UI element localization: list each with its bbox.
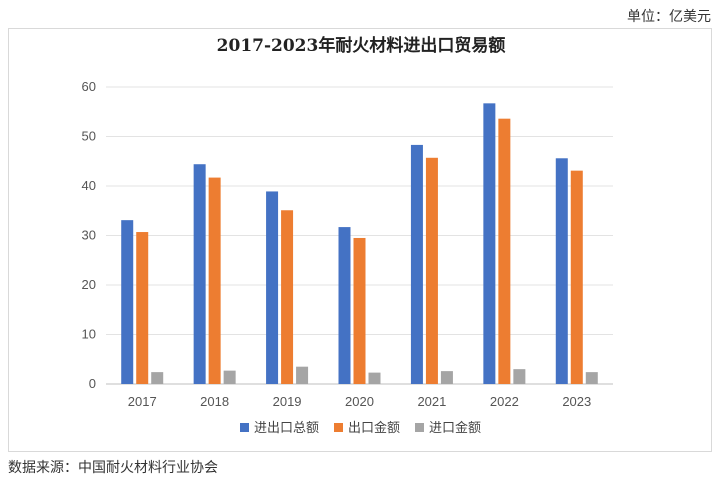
bar-export <box>281 210 294 384</box>
legend-label: 进口金额 <box>429 420 481 436</box>
legend-label: 出口金额 <box>348 420 400 436</box>
bar-export <box>353 237 366 384</box>
bar-import <box>513 369 526 384</box>
x-tick-label: 2019 <box>273 394 302 409</box>
legend-swatch <box>240 423 249 432</box>
x-axis: 2017 2018 2019 2020 2021 2022 2023 <box>128 394 591 409</box>
y-tick-label: 50 <box>82 129 96 144</box>
bars <box>121 103 598 385</box>
x-tick-label: 2023 <box>562 394 591 409</box>
x-tick-label: 2017 <box>128 394 157 409</box>
bar-import <box>368 372 381 384</box>
y-tick-label: 30 <box>82 228 96 243</box>
chart-container: 2017-2023年耐火材料进出口贸易额 0 10 20 30 40 50 60 2017 2… <box>8 28 712 452</box>
bar-export <box>570 170 583 384</box>
bar-import <box>223 370 236 384</box>
bar-total <box>410 144 423 384</box>
y-tick-label: 0 <box>89 376 96 391</box>
legend-label: 进出口总额 <box>254 421 319 436</box>
legend-swatch <box>415 423 424 432</box>
bar-total <box>338 227 351 384</box>
unit-label: 单位：亿美元 <box>627 9 711 25</box>
bar-import <box>585 372 598 384</box>
x-tick-label: 2020 <box>345 394 374 409</box>
x-tick-label: 2022 <box>490 394 519 409</box>
legend: 进出口总额 出口金额 进口金额 <box>240 420 481 436</box>
y-tick-label: 20 <box>82 277 96 292</box>
bar-export <box>498 118 511 385</box>
bar-total <box>193 164 206 384</box>
bar-import <box>440 371 453 384</box>
bar-import <box>151 372 164 384</box>
bar-total <box>555 158 568 384</box>
y-tick-label: 10 <box>82 327 96 342</box>
bar-total <box>121 220 134 384</box>
y-tick-label: 60 <box>82 79 96 94</box>
source-note: 数据来源：中国耐火材料行业协会 <box>8 460 218 476</box>
bar-export <box>208 177 221 384</box>
bar-export <box>425 157 438 384</box>
chart-title: 2017-2023年耐火材料进出口贸易额 <box>217 35 506 56</box>
bar-export <box>136 232 149 384</box>
bar-total <box>266 191 279 384</box>
y-tick-label: 40 <box>82 178 96 193</box>
bar-total <box>483 103 496 385</box>
x-tick-label: 2021 <box>417 394 446 409</box>
bar-import <box>296 366 309 384</box>
legend-swatch <box>334 423 343 432</box>
x-tick-label: 2018 <box>200 394 229 409</box>
y-axis: 0 10 20 30 40 50 60 <box>82 79 96 391</box>
